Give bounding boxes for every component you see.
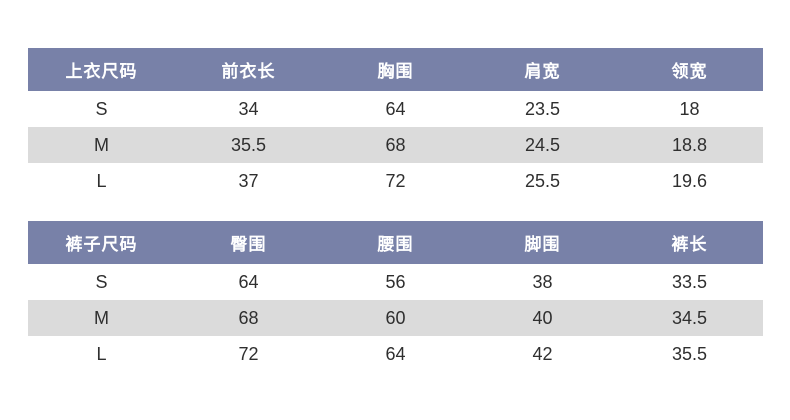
size-label: S: [28, 264, 175, 300]
cell-value: 35.5: [616, 336, 763, 372]
cell-value: 38: [469, 264, 616, 300]
table-row-s: S 64 56 38 33.5: [28, 264, 763, 300]
column-header-top-size: 上衣尺码: [28, 48, 175, 91]
cell-value: 33.5: [616, 264, 763, 300]
top-size-table: 上衣尺码 前衣长 胸围 肩宽 领宽 S 34 64 23.5 18 M 35.5…: [28, 48, 763, 199]
cell-value: 68: [322, 127, 469, 163]
column-header-front-length: 前衣长: [175, 48, 322, 91]
cell-value: 64: [322, 91, 469, 127]
cell-value: 72: [322, 163, 469, 199]
size-charts-container: 上衣尺码 前衣长 胸围 肩宽 领宽 S 34 64 23.5 18 M 35.5…: [28, 48, 763, 372]
cell-value: 34.5: [616, 300, 763, 336]
header-row: 上衣尺码 前衣长 胸围 肩宽 领宽: [28, 48, 763, 91]
size-label: L: [28, 336, 175, 372]
pants-size-table: 裤子尺码 臀围 腰围 脚围 裤长 S 64 56 38 33.5 M 68 60…: [28, 221, 763, 372]
cell-value: 23.5: [469, 91, 616, 127]
cell-value: 35.5: [175, 127, 322, 163]
cell-value: 56: [322, 264, 469, 300]
cell-value: 24.5: [469, 127, 616, 163]
column-header-chest: 胸围: [322, 48, 469, 91]
size-label: M: [28, 127, 175, 163]
column-header-shoulder: 肩宽: [469, 48, 616, 91]
cell-value: 25.5: [469, 163, 616, 199]
table-row-l: L 72 64 42 35.5: [28, 336, 763, 372]
column-header-hip: 臀围: [175, 221, 322, 264]
top-size-table-body: S 34 64 23.5 18 M 35.5 68 24.5 18.8 L 37…: [28, 91, 763, 199]
cell-value: 64: [322, 336, 469, 372]
size-label: M: [28, 300, 175, 336]
column-header-leg-opening: 脚围: [469, 221, 616, 264]
table-row-l: L 37 72 25.5 19.6: [28, 163, 763, 199]
table-row-s: S 34 64 23.5 18: [28, 91, 763, 127]
cell-value: 18.8: [616, 127, 763, 163]
cell-value: 60: [322, 300, 469, 336]
cell-value: 19.6: [616, 163, 763, 199]
cell-value: 37: [175, 163, 322, 199]
column-header-waist: 腰围: [322, 221, 469, 264]
cell-value: 64: [175, 264, 322, 300]
cell-value: 40: [469, 300, 616, 336]
table-row-m: M 35.5 68 24.5 18.8: [28, 127, 763, 163]
header-row: 裤子尺码 臀围 腰围 脚围 裤长: [28, 221, 763, 264]
table-row-m: M 68 60 40 34.5: [28, 300, 763, 336]
top-size-table-header: 上衣尺码 前衣长 胸围 肩宽 领宽: [28, 48, 763, 91]
cell-value: 34: [175, 91, 322, 127]
cell-value: 68: [175, 300, 322, 336]
column-header-neck: 领宽: [616, 48, 763, 91]
pants-size-table-header: 裤子尺码 臀围 腰围 脚围 裤长: [28, 221, 763, 264]
size-label: L: [28, 163, 175, 199]
column-header-pants-length: 裤长: [616, 221, 763, 264]
cell-value: 18: [616, 91, 763, 127]
cell-value: 42: [469, 336, 616, 372]
column-header-pants-size: 裤子尺码: [28, 221, 175, 264]
cell-value: 72: [175, 336, 322, 372]
pants-size-table-body: S 64 56 38 33.5 M 68 60 40 34.5 L 72 64 …: [28, 264, 763, 372]
size-label: S: [28, 91, 175, 127]
